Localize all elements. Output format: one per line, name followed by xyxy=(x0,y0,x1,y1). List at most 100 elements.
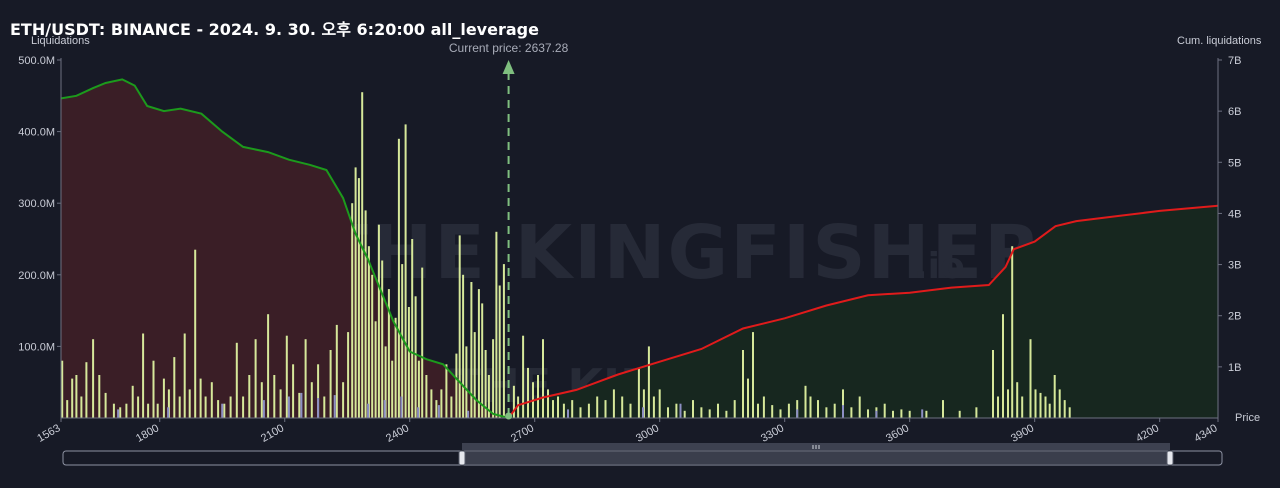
bar xyxy=(361,92,364,418)
bar xyxy=(762,396,765,418)
bar xyxy=(1034,389,1037,418)
bar xyxy=(742,350,744,418)
bar xyxy=(329,350,332,418)
bar-alt xyxy=(679,403,682,418)
x-tick-label: 1800 xyxy=(134,422,161,445)
navigator-selection[interactable] xyxy=(462,452,1170,464)
bar xyxy=(210,382,213,418)
bar xyxy=(104,392,107,418)
bar xyxy=(1063,400,1066,418)
y-left-axis-label: Liquidations xyxy=(31,35,90,47)
bar xyxy=(484,350,487,418)
current-price-dot xyxy=(505,412,513,420)
navigator[interactable] xyxy=(62,443,1223,466)
bar-alt xyxy=(567,409,569,418)
bar xyxy=(997,396,999,418)
bar xyxy=(1029,339,1032,418)
current-price-marker: Current price: 2637.28 xyxy=(449,41,569,420)
bar xyxy=(440,389,443,418)
bar xyxy=(612,389,615,418)
bar-alt xyxy=(842,405,844,418)
bar xyxy=(621,396,624,418)
bar xyxy=(304,339,307,418)
bar xyxy=(465,346,468,418)
bar xyxy=(725,410,728,418)
bar xyxy=(71,378,74,418)
bar xyxy=(414,296,417,418)
bar xyxy=(787,403,790,418)
bar xyxy=(401,264,404,418)
y-left-tick-label: 300.0M xyxy=(18,198,55,210)
bar xyxy=(1053,375,1056,418)
bar xyxy=(142,333,145,418)
bar xyxy=(354,167,357,418)
y-left-ticks: 100.0M 200.0M 300.0M 400.0M 500.0M xyxy=(18,55,61,353)
bar xyxy=(217,400,220,418)
bar xyxy=(371,274,374,418)
bar xyxy=(92,339,95,418)
bar xyxy=(384,346,387,418)
bar-alt xyxy=(287,396,290,418)
bar xyxy=(481,303,484,418)
navigator-right-handle[interactable] xyxy=(1166,450,1174,466)
bar-alt xyxy=(437,405,440,418)
bar-alt xyxy=(367,403,370,418)
navigator-left-handle[interactable] xyxy=(458,450,466,466)
bar xyxy=(771,405,774,418)
bar xyxy=(477,289,480,418)
bar xyxy=(357,178,360,418)
bar xyxy=(692,400,694,418)
bar xyxy=(825,407,828,418)
bar xyxy=(450,396,453,418)
bar xyxy=(547,389,549,418)
bar xyxy=(273,375,276,418)
bar xyxy=(842,389,844,418)
bar xyxy=(445,364,448,418)
bar xyxy=(637,367,640,418)
y-right-tick-label: 1B xyxy=(1228,362,1241,374)
bar xyxy=(367,246,370,418)
bar xyxy=(317,364,320,418)
bar xyxy=(562,403,565,418)
bar xyxy=(310,382,313,418)
bar xyxy=(279,389,282,418)
bar xyxy=(254,339,257,418)
bar-alt xyxy=(796,409,799,418)
bar xyxy=(975,407,978,418)
bar xyxy=(417,360,420,418)
bar xyxy=(421,267,424,418)
bar xyxy=(571,400,574,418)
bar xyxy=(162,378,165,418)
bar xyxy=(223,403,226,418)
bar xyxy=(683,410,686,418)
y-left-tick-label: 100.0M xyxy=(18,341,55,353)
bar-alt xyxy=(221,403,224,418)
y-left-tick-label: 400.0M xyxy=(18,127,55,139)
current-price-label: Current price: 2637.28 xyxy=(449,41,569,55)
bar xyxy=(629,403,632,418)
bar-alt xyxy=(400,396,403,418)
bar xyxy=(992,350,994,418)
bar xyxy=(667,407,669,418)
bar xyxy=(502,264,505,418)
short-cum-line xyxy=(61,78,509,418)
bar xyxy=(675,403,678,418)
bar xyxy=(66,400,69,418)
y-left-tick-label: 200.0M xyxy=(18,270,55,282)
bar xyxy=(75,375,78,418)
bar xyxy=(858,396,861,418)
x-tick-label: 3300 xyxy=(759,422,786,445)
bar xyxy=(260,382,263,418)
bar xyxy=(542,339,544,418)
long-cum-line xyxy=(507,204,1218,418)
grip-icon[interactable] xyxy=(812,445,820,449)
bar xyxy=(98,375,101,418)
bar xyxy=(512,385,515,418)
y-right-axis-label: Cum. liquidations xyxy=(1177,35,1262,47)
bar xyxy=(387,289,390,418)
bar xyxy=(908,410,911,418)
bar xyxy=(579,407,582,418)
bar xyxy=(407,307,410,418)
bar xyxy=(391,360,394,418)
